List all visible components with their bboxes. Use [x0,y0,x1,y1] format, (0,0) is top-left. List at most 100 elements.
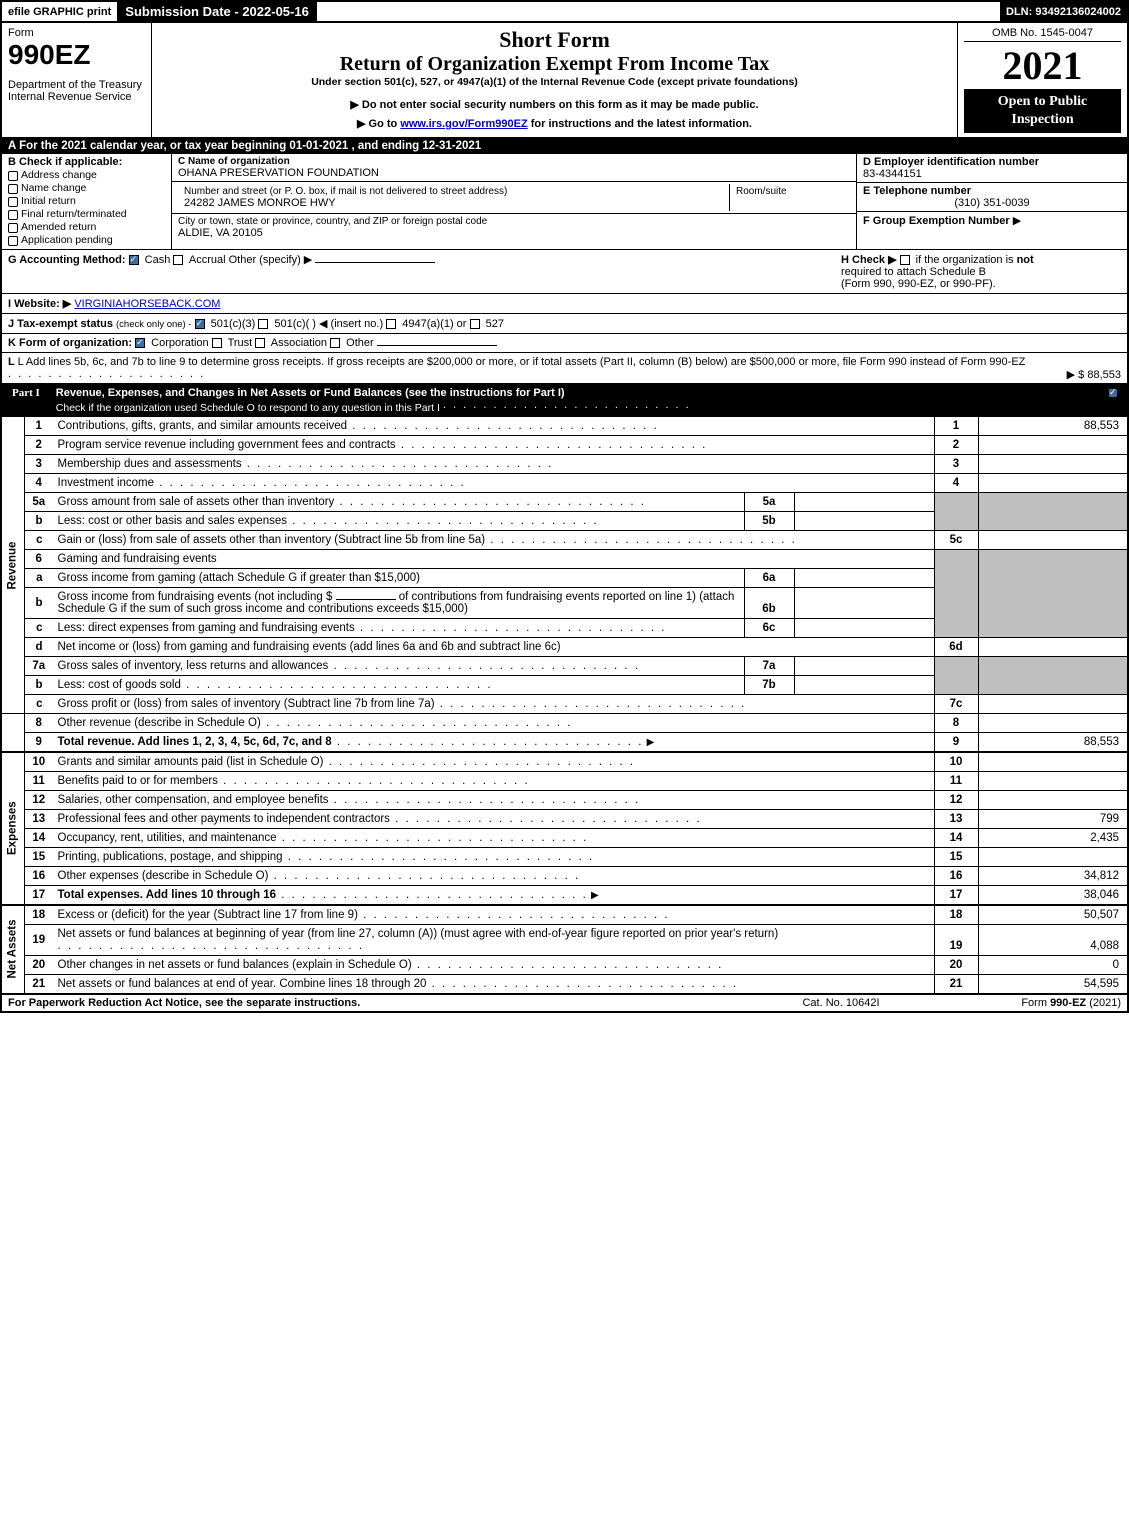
footer-right: Form 990-EZ (2021) [941,997,1121,1009]
line-8: 8 Other revenue (describe in Schedule O)… [1,714,1128,733]
value-6a [794,569,934,588]
check-application-pending[interactable]: Application pending [8,234,165,246]
check-initial-return[interactable]: Initial return [8,195,165,207]
side-net-assets: Net Assets [1,905,25,994]
other-org-input[interactable] [377,345,497,346]
ein-label: D Employer identification number [863,156,1121,168]
check-amended-return[interactable]: Amended return [8,221,165,233]
part-1-header: Part I Revenue, Expenses, and Changes in… [0,384,1129,417]
check-final-return[interactable]: Final return/terminated [8,208,165,220]
value-12 [978,791,1128,810]
under-section: Under section 501(c), 527, or 4947(a)(1)… [158,76,951,88]
instr2-post: for instructions and the latest informat… [528,118,752,130]
line-3: 3 Membership dues and assessments 3 [1,455,1128,474]
line-20: 20 Other changes in net assets or fund b… [1,956,1128,975]
org-name-cell: C Name of organization OHANA PRESERVATIO… [172,154,856,182]
value-7c [978,695,1128,714]
fundraising-amount-input[interactable] [336,599,396,600]
row-h: H Check ▶ if the organization is not req… [841,253,1121,290]
value-19: 4,088 [978,925,1128,956]
check-schedule-o[interactable] [1108,388,1118,398]
row-j: J Tax-exempt status (check only one) - 5… [0,314,1129,334]
line-19: 19 Net assets or fund balances at beginn… [1,925,1128,956]
part-1-num: Part I [2,384,50,417]
accounting-label: G Accounting Method: [8,254,126,266]
value-5a [794,493,934,512]
check-501c3[interactable] [195,319,205,329]
section-a: A For the 2021 calendar year, or tax yea… [0,138,1129,154]
box-d: D Employer identification number 83-4344… [857,154,1127,183]
page-footer: For Paperwork Reduction Act Notice, see … [0,994,1129,1013]
line-6d: d Net income or (loss) from gaming and f… [1,638,1128,657]
check-address-change[interactable]: Address change [8,169,165,181]
line-9: 9 Total revenue. Add lines 1, 2, 3, 4, 5… [1,733,1128,753]
instruction-2: Go to www.irs.gov/Form990EZ for instruct… [158,117,951,130]
line-14: 14 Occupancy, rent, utilities, and maint… [1,829,1128,848]
check-cash[interactable] [129,255,139,265]
line-21: 21 Net assets or fund balances at end of… [1,975,1128,994]
check-527[interactable] [470,319,480,329]
phone-label: E Telephone number [863,185,1121,197]
side-revenue: Revenue [1,417,25,714]
value-18: 50,507 [978,905,1128,925]
box-e: E Telephone number (310) 351-0039 [857,183,1127,212]
form-word: Form [8,27,145,39]
value-5c [978,531,1128,550]
box-b-label: B Check if applicable: [8,156,165,168]
other-specify-input[interactable] [315,262,435,263]
header-center: Short Form Return of Organization Exempt… [152,23,957,137]
line-16: 16 Other expenses (describe in Schedule … [1,867,1128,886]
row-g-h: G Accounting Method: Cash Accrual Other … [0,249,1129,294]
open-public-badge: Open to Public Inspection [964,89,1121,133]
value-7a [794,657,934,676]
footer-left: For Paperwork Reduction Act Notice, see … [8,997,741,1009]
check-501c[interactable] [258,319,268,329]
box-c: C Name of organization OHANA PRESERVATIO… [172,154,857,249]
row-g: G Accounting Method: Cash Accrual Other … [8,253,821,266]
instruction-1: Do not enter social security numbers on … [158,98,951,111]
line-2: 2 Program service revenue including gove… [1,436,1128,455]
row-l-amount: ▶ $ 88,553 [1067,368,1121,381]
city-value: ALDIE, VA 20105 [178,227,850,239]
check-other-org[interactable] [330,338,340,348]
check-corp[interactable] [135,338,145,348]
addr-label: Number and street (or P. O. box, if mail… [184,186,723,197]
row-l-text: L Add lines 5b, 6c, and 7b to line 9 to … [18,356,1026,368]
website-link[interactable]: VIRGINIAHORSEBACK.COM [74,298,220,310]
check-name-change[interactable]: Name change [8,182,165,194]
part-1-title: Revenue, Expenses, and Changes in Net As… [50,384,1102,417]
line-13: 13 Professional fees and other payments … [1,810,1128,829]
check-4947[interactable] [386,319,396,329]
value-2 [978,436,1128,455]
row-i: I Website: ▶ VIRGINIAHORSEBACK.COM [0,294,1129,314]
value-4 [978,474,1128,493]
value-7b [794,676,934,695]
irs-link[interactable]: www.irs.gov/Form990EZ [400,118,527,130]
group-exemption-label: F Group Exemption Number [863,215,1010,227]
value-6d [978,638,1128,657]
tax-year: 2021 [964,42,1121,89]
city-label: City or town, state or province, country… [178,216,850,227]
org-name-label: C Name of organization [178,156,850,167]
header-left: Form 990EZ Department of the Treasury In… [2,23,152,137]
value-11 [978,772,1128,791]
omb-number: OMB No. 1545-0047 [964,27,1121,42]
form-number: 990EZ [8,39,145,71]
phone-value: (310) 351-0039 [863,197,1121,209]
check-h[interactable] [900,255,910,265]
value-16: 34,812 [978,867,1128,886]
value-15 [978,848,1128,867]
check-accrual[interactable] [173,255,183,265]
line-6: 6 Gaming and fundraising events [1,550,1128,569]
topbar-spacer [317,2,1000,21]
line-7a: 7a Gross sales of inventory, less return… [1,657,1128,676]
revenue-table: Revenue 1 Contributions, gifts, grants, … [0,417,1129,994]
check-trust[interactable] [212,338,222,348]
h-label: H Check ▶ [841,254,897,266]
efile-label[interactable]: efile GRAPHIC print [2,2,119,21]
form-header: Form 990EZ Department of the Treasury In… [0,23,1129,138]
value-13: 799 [978,810,1128,829]
submission-date: Submission Date - 2022-05-16 [119,2,317,21]
check-assoc[interactable] [255,338,265,348]
value-5b [794,512,934,531]
